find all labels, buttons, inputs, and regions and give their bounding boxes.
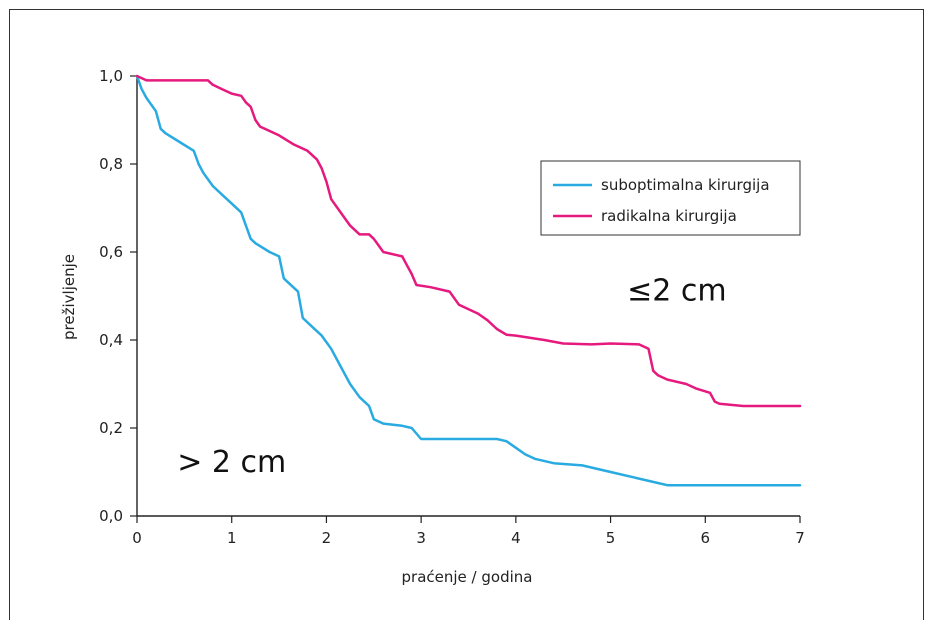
legend-box	[540, 160, 801, 236]
x-tick-label: 0	[132, 529, 142, 547]
legend: suboptimalna kirurgija radikalna kirurgi…	[540, 160, 801, 236]
series-layer	[135, 74, 802, 487]
figure-frame	[9, 9, 924, 620]
series-line-radikalna	[135, 74, 802, 408]
annotation-le-2cm: ≤2 cm	[627, 273, 726, 308]
x-tick-label: 3	[416, 529, 426, 547]
y-tick-label: 0,6	[99, 243, 123, 261]
axes	[136, 76, 800, 517]
x-ticks: 0 1 2 3 4 5 6 7	[132, 516, 805, 547]
legend-label-radikalna: radikalna kirurgija	[601, 207, 737, 225]
series-line-suboptimalna	[135, 74, 802, 487]
x-tick-label: 5	[606, 529, 616, 547]
x-tick-label: 1	[227, 529, 237, 547]
y-ticks: 0,0 0,2 0,4 0,6 0,8 1,0	[99, 67, 137, 525]
y-tick-label: 0,0	[99, 507, 123, 525]
x-tick-label: 6	[701, 529, 711, 547]
x-tick-label: 7	[795, 529, 805, 547]
y-axis-label: preživljenje	[60, 254, 78, 340]
y-tick-label: 0,4	[99, 331, 123, 349]
y-tick-label: 0,2	[99, 419, 123, 437]
y-tick-label: 0,8	[99, 155, 123, 173]
x-tick-label: 2	[322, 529, 332, 547]
x-axis-label: praćenje / godina	[402, 568, 533, 586]
legend-label-suboptimalna: suboptimalna kirurgija	[601, 176, 770, 194]
y-tick-label: 1,0	[99, 67, 123, 85]
x-tick-label: 4	[511, 529, 521, 547]
annotation-gt-2cm: > 2 cm	[177, 445, 286, 480]
